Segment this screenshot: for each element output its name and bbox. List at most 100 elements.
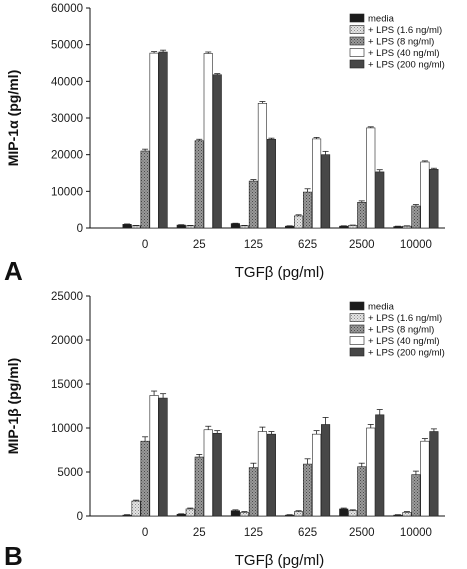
- y-tick-label: 20000: [51, 335, 83, 347]
- y-tick-label: 25000: [51, 291, 83, 303]
- bar: [176, 513, 186, 517]
- bar: [185, 225, 195, 229]
- x-tick-label: 0: [142, 527, 148, 539]
- bar: [402, 512, 412, 517]
- legend-label: media: [368, 302, 395, 313]
- bar: [149, 52, 159, 229]
- legend-label: + LPS (8 ng/ml): [368, 325, 434, 336]
- bar: [420, 161, 430, 229]
- bar: [239, 512, 249, 517]
- bar: [285, 225, 295, 229]
- y-tick-label: 5000: [57, 467, 83, 479]
- panel-label: A: [4, 256, 23, 286]
- y-tick-label: 0: [77, 223, 83, 235]
- x-axis-label: TGFβ (pg/ml): [235, 552, 324, 569]
- bar: [131, 500, 141, 517]
- bar: [122, 224, 132, 229]
- bar: [158, 397, 168, 517]
- bar: [122, 514, 132, 517]
- y-tick-label: 50000: [51, 40, 83, 52]
- y-tick-label: 10000: [51, 423, 83, 435]
- bar: [312, 138, 322, 229]
- bar: [140, 440, 150, 517]
- x-tick-label: 0: [142, 239, 148, 251]
- legend-label: + LPS (200 ng/ml): [368, 348, 445, 359]
- bar: [194, 140, 204, 229]
- bar: [257, 431, 267, 517]
- legend-label: + LPS (1.6 ng/ml): [368, 313, 442, 324]
- bar: [357, 202, 367, 229]
- bar: [285, 514, 295, 517]
- bar: [185, 508, 195, 517]
- x-tick-label: 625: [298, 239, 317, 251]
- bar: [393, 226, 403, 229]
- bar: [203, 53, 213, 229]
- bar: [321, 154, 331, 229]
- y-axis-label: MIP-1β (pg/ml): [5, 358, 21, 454]
- bar: [312, 433, 322, 517]
- y-axis-label: MIP-1α (pg/ml): [5, 70, 21, 167]
- x-tick-label: 25: [193, 527, 206, 539]
- y-tick-label: 20000: [51, 150, 83, 162]
- x-tick-label: 2500: [349, 239, 375, 251]
- bar: [294, 511, 304, 517]
- bar: [366, 427, 376, 517]
- y-tick-label: 40000: [51, 76, 83, 88]
- bar: [131, 225, 141, 229]
- bar: [248, 467, 258, 517]
- bar: [266, 433, 276, 517]
- legend-label: media: [368, 14, 395, 25]
- x-tick-label: 10000: [400, 527, 432, 539]
- bar: [420, 440, 430, 517]
- bar: [411, 474, 421, 517]
- bar: [303, 463, 313, 517]
- x-tick-label: 25: [193, 239, 206, 251]
- bar: [212, 74, 222, 229]
- bar: [429, 431, 439, 517]
- legend-label: + LPS (40 ng/ml): [368, 336, 440, 347]
- legend-swatch: [349, 336, 365, 345]
- bar: [429, 169, 439, 229]
- bar: [411, 205, 421, 229]
- chart-panel-B: 0 5000 10000 15000 20000 25000 0 25 125 625 2500 10…: [4, 291, 445, 569]
- legend-swatch: [349, 48, 365, 57]
- bar: [239, 225, 249, 229]
- y-tick-label: 0: [77, 511, 83, 523]
- y-tick-label: 15000: [51, 379, 83, 391]
- x-tick-label: 625: [298, 527, 317, 539]
- legend-swatch: [349, 301, 365, 311]
- bar: [257, 103, 267, 229]
- x-tick-label: 2500: [349, 527, 375, 539]
- legend-label: + LPS (8 ng/ml): [368, 37, 434, 48]
- bar: [339, 225, 349, 229]
- y-tick-label: 10000: [51, 186, 83, 198]
- legend: media+ LPS (1.6 ng/ml)+ LPS (8 ng/ml)+ L…: [349, 301, 445, 359]
- legend-swatch: [349, 13, 365, 23]
- legend-label: + LPS (40 ng/ml): [368, 48, 440, 59]
- x-tick-label: 125: [244, 527, 263, 539]
- bar: [230, 223, 240, 229]
- bar: [375, 414, 385, 517]
- legend-label: + LPS (200 ng/ml): [368, 60, 445, 71]
- bar: [375, 171, 385, 229]
- bar: [303, 191, 313, 229]
- bar: [212, 432, 222, 517]
- legend-swatch: [349, 59, 365, 69]
- bar: [248, 180, 258, 229]
- y-tick-label: 60000: [51, 3, 83, 15]
- bar: [357, 466, 367, 517]
- legend-swatch: [349, 25, 365, 34]
- legend-swatch: [349, 36, 365, 46]
- bar: [140, 150, 150, 229]
- legend-label: + LPS (1.6 ng/ml): [368, 25, 442, 36]
- bar: [348, 225, 358, 229]
- x-tick-label: 125: [244, 239, 263, 251]
- bar: [402, 225, 412, 229]
- chart-panel-A: 0 10000 20000 30000 40000 50000 60000 0 25 125 625…: [4, 3, 445, 286]
- y-tick-label: 30000: [51, 113, 83, 125]
- bar: [366, 127, 376, 229]
- x-tick-label: 10000: [400, 239, 432, 251]
- panel-label: B: [4, 541, 23, 569]
- bar: [203, 429, 213, 517]
